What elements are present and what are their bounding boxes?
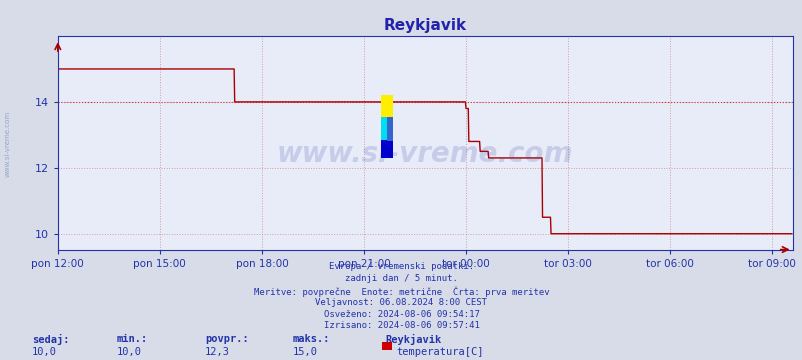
Text: zadnji dan / 5 minut.: zadnji dan / 5 minut. xyxy=(345,274,457,283)
Text: povpr.:: povpr.: xyxy=(205,334,248,344)
Text: Reykjavik: Reykjavik xyxy=(385,334,441,345)
Text: 12,3: 12,3 xyxy=(205,347,229,357)
Text: sedaj:: sedaj: xyxy=(32,334,70,345)
Text: maks.:: maks.: xyxy=(293,334,330,344)
Bar xyxy=(380,140,393,158)
Title: Reykjavik: Reykjavik xyxy=(383,18,466,33)
Bar xyxy=(380,117,387,141)
Text: www.si-vreme.com: www.si-vreme.com xyxy=(277,140,573,168)
Text: Osveženo: 2024-08-06 09:54:17: Osveženo: 2024-08-06 09:54:17 xyxy=(323,310,479,319)
Text: Veljavnost: 06.08.2024 8:00 CEST: Veljavnost: 06.08.2024 8:00 CEST xyxy=(315,298,487,307)
Text: Izrisano: 2024-08-06 09:57:41: Izrisano: 2024-08-06 09:57:41 xyxy=(323,321,479,330)
Text: Meritve: povprečne  Enote: metrične  Črta: prva meritev: Meritve: povprečne Enote: metrične Črta:… xyxy=(253,287,549,297)
Text: min.:: min.: xyxy=(116,334,148,344)
Text: 10,0: 10,0 xyxy=(32,347,57,357)
Text: Evropa / vremenski podatki.: Evropa / vremenski podatki. xyxy=(329,262,473,271)
Bar xyxy=(387,117,393,141)
Text: temperatura[C]: temperatura[C] xyxy=(396,347,484,357)
Text: 10,0: 10,0 xyxy=(116,347,141,357)
Text: 15,0: 15,0 xyxy=(293,347,318,357)
Text: www.si-vreme.com: www.si-vreme.com xyxy=(5,111,11,177)
Bar xyxy=(380,95,393,141)
